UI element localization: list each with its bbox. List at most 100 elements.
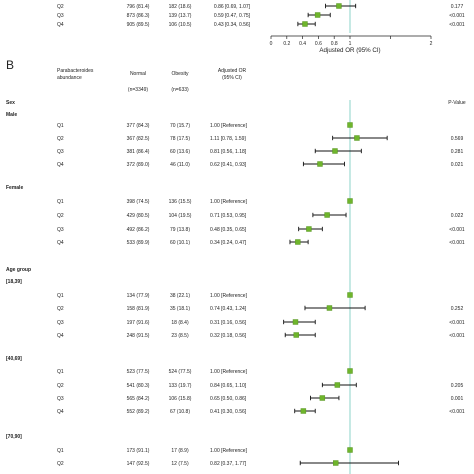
- b-row-normal: 381 (86.4): [127, 149, 150, 155]
- b-row-normal: 429 (80.5): [127, 213, 150, 219]
- header-normal-n: (n=3349): [128, 87, 148, 93]
- b-row-label: Q2: [57, 306, 64, 312]
- b-row-label: Q3: [57, 227, 64, 233]
- b-row-p: <0.001: [449, 227, 465, 233]
- b-row-label: Q3: [57, 149, 64, 155]
- b-row-normal: 552 (89.2): [127, 409, 150, 415]
- a-point-estimate: [314, 12, 321, 18]
- b-row-obesity: 104 (19.5): [169, 213, 192, 219]
- b-row-normal: 398 (74.5): [127, 199, 150, 205]
- b-point-estimate: [319, 395, 326, 401]
- panel-b: B Parabacteroides abundance Normal (n=33…: [6, 58, 466, 474]
- b-row-label: Q4: [57, 162, 64, 168]
- b-row-or: 1.11 [0.78, 1.59]: [210, 136, 246, 142]
- b-row-or: 0.41 [0.30, 0.56]: [210, 409, 247, 415]
- b-row-label: Q1: [57, 123, 64, 129]
- b-row-label: Q3: [57, 320, 64, 326]
- b-row-or: 0.31 [0.16, 0.56]: [210, 320, 247, 326]
- b-row-label: Q2: [57, 383, 64, 389]
- a-x-tick-label: 1: [349, 41, 352, 47]
- a-x-tick-label: 0.2: [283, 41, 290, 47]
- a-point-estimate: [336, 3, 342, 9]
- b-row-obesity: 133 (19.7): [169, 383, 192, 389]
- header-obesity-n: (n=633): [171, 87, 189, 93]
- b-row-or: 0.82 [0.37, 1.77]: [210, 461, 247, 467]
- header-obesity: Obesity: [172, 71, 189, 77]
- b-row-p: 0.569: [451, 136, 464, 142]
- b-row-normal: 565 (84.2): [127, 396, 150, 402]
- b-row-or: 1.00 [Reference]: [210, 448, 248, 454]
- b-row-or: 0.74 [0.43, 1.24]: [210, 306, 247, 312]
- b-point-estimate: [306, 226, 312, 232]
- a-row-p: <0.001: [449, 22, 465, 28]
- b-row-p: <0.001: [449, 409, 465, 415]
- b-point-estimate: [326, 305, 333, 311]
- b-row-or: 1.00 [Reference]: [210, 199, 248, 205]
- b-point-estimate: [317, 161, 323, 167]
- b-point-estimate: [354, 135, 360, 141]
- b-row-or: 1.00 [Reference]: [210, 369, 248, 375]
- a-row-or: 0.43 [0.34, 0.56]: [214, 22, 251, 28]
- panel-a: Q2 796 (81.4) 182 (18.6) 0.86 [0.69, 1.07] 0…: [57, 0, 465, 54]
- b-row-obesity: 18 (8.4): [171, 320, 189, 326]
- header-or-line2: (95% CI): [222, 75, 242, 81]
- b-row-or: 1.00 [Reference]: [210, 293, 248, 299]
- header-or: Adjusted OR: [218, 68, 247, 74]
- b-row-obesity: 106 (15.8): [169, 396, 192, 402]
- b-row-label: Q2: [57, 461, 64, 467]
- b-row-obesity: 60 (10.1): [170, 240, 190, 246]
- b-row-label: Q2: [57, 213, 64, 219]
- b-point-estimate: [347, 447, 353, 453]
- a-x-axis-label: Adjusted OR (95% CI): [319, 47, 380, 54]
- a-x-tick-label: 0.4: [299, 41, 306, 47]
- b-row-obesity: 12 (7.5): [171, 461, 189, 467]
- b-row-normal: 377 (84.3): [127, 123, 150, 129]
- b-subgroup-title: [40,69]: [6, 356, 22, 362]
- b-row-or: 0.62 [0.41, 0.93]: [210, 162, 247, 168]
- header-normal: Normal: [130, 71, 146, 77]
- a-x-tick-label: 0.8: [331, 41, 338, 47]
- b-row-obesity: 46 (11.0): [170, 162, 190, 168]
- b-row-label: Q1: [57, 199, 64, 205]
- b-row-label: Q3: [57, 396, 64, 402]
- b-row-obesity: 70 (15.7): [170, 123, 190, 129]
- b-row-label: Q1: [57, 369, 64, 375]
- b-subgroup-title: Male: [6, 112, 17, 118]
- b-point-estimate: [347, 122, 353, 128]
- b-row-obesity: 524 (77.5): [169, 369, 192, 375]
- b-row-normal: 533 (89.9): [127, 240, 150, 246]
- b-row-p: 0.281: [451, 149, 464, 155]
- b-row-obesity: 17 (8.9): [171, 448, 189, 454]
- b-point-estimate: [332, 148, 338, 154]
- panel-b-letter: B: [6, 58, 14, 72]
- b-subgroup-title: Female: [6, 185, 23, 191]
- b-row-obesity: 79 (13.8): [170, 227, 190, 233]
- b-row-or: 0.84 [0.65, 1.10]: [210, 383, 247, 389]
- a-point-estimate: [302, 21, 308, 27]
- b-row-p: <0.001: [449, 240, 465, 246]
- header-factor: Parabacteroides: [57, 68, 94, 74]
- b-row-p: 0.001: [451, 396, 464, 402]
- a-row-or: 0.59 [0.47, 0.75]: [214, 13, 251, 19]
- b-row-obesity: 35 (18.1): [170, 306, 190, 312]
- a-row-or: 0.86 [0.69, 1.07]: [214, 4, 251, 10]
- a-row-normal: 905 (89.5): [127, 22, 150, 28]
- a-row-label: Q4: [57, 22, 64, 28]
- b-point-estimate: [293, 332, 299, 338]
- a-x-tick-label: 2: [430, 41, 433, 47]
- b-point-estimate: [347, 368, 353, 374]
- b-point-estimate: [295, 239, 301, 245]
- b-row-or: 0.32 [0.18, 0.56]: [210, 333, 247, 339]
- a-row-normal: 873 (86.3): [127, 13, 150, 19]
- a-x-tick-label: 0.6: [315, 41, 322, 47]
- b-row-obesity: 23 (8.5): [171, 333, 189, 339]
- b-group-title: Sex: [6, 100, 15, 106]
- b-point-estimate: [334, 382, 341, 388]
- b-row-label: Q1: [57, 448, 64, 454]
- b-row-p: 0.022: [451, 213, 464, 219]
- b-row-normal: 147 (92.5): [127, 461, 150, 467]
- b-row-label: Q4: [57, 333, 64, 339]
- b-row-label: Q2: [57, 136, 64, 142]
- b-row-or: 0.71 [0.53, 0.95]: [210, 213, 247, 219]
